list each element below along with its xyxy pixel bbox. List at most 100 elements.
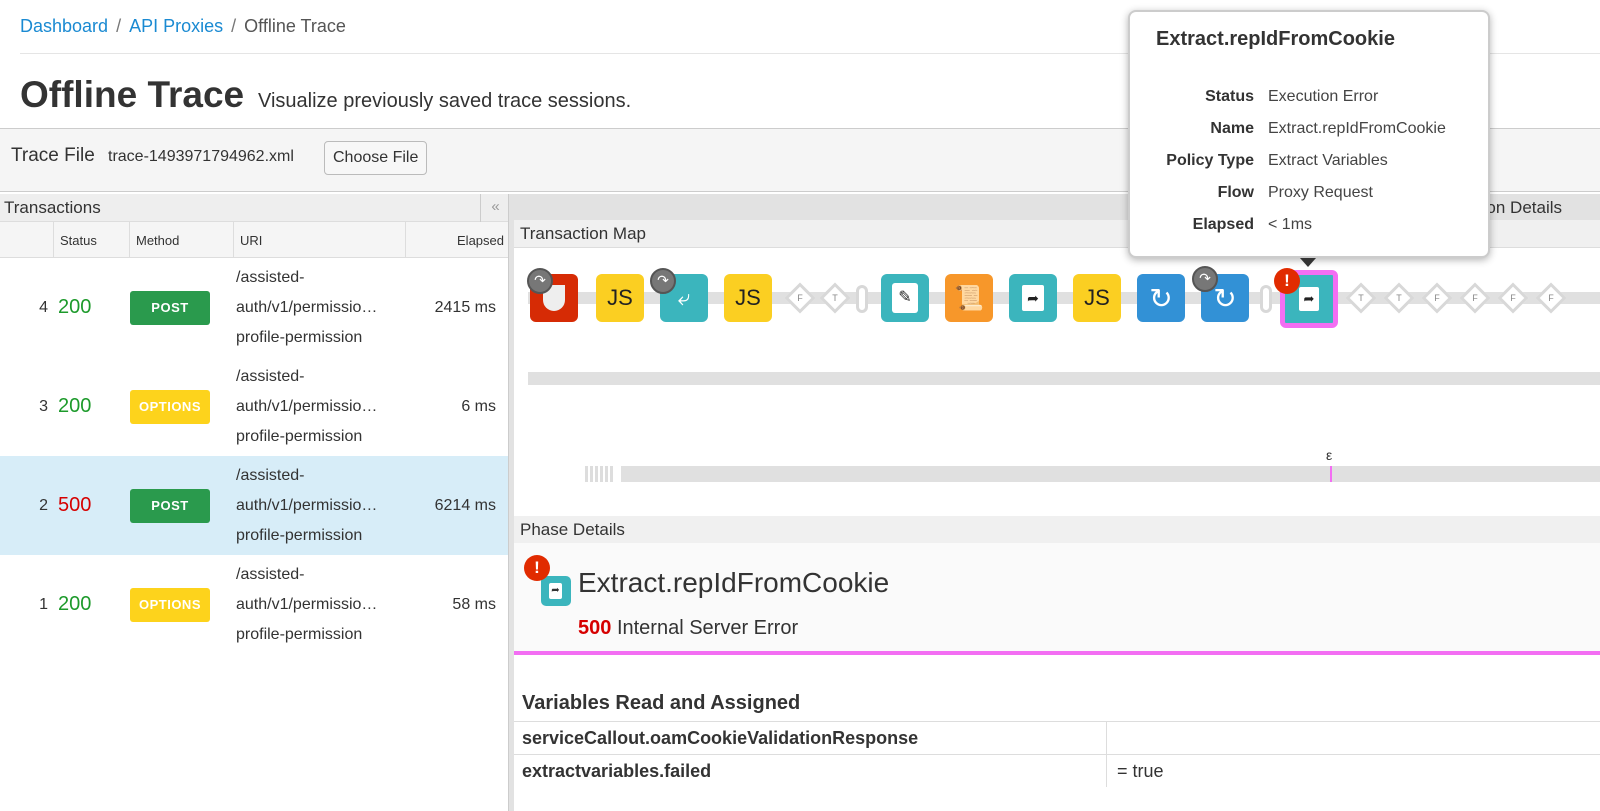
row-number: 3 [39, 397, 48, 415]
javascript-icon[interactable]: JS [724, 274, 772, 322]
tooltip-arrow [1300, 258, 1316, 267]
col-method[interactable]: Method [130, 222, 234, 257]
uri-line: /assisted- [236, 367, 305, 385]
status-code: 200 [58, 395, 92, 417]
flow-separator [1260, 285, 1272, 313]
phase-status-message: Internal Server Error [616, 617, 799, 639]
uri-line: profile-permission [236, 526, 363, 544]
elapsed: 6214 ms [434, 496, 496, 514]
uri-line: auth/v1/permissio… [236, 397, 378, 415]
uri-line: /assisted- [236, 268, 305, 286]
condition-diamond[interactable]: T [1383, 282, 1415, 314]
loop-icon: ↷ [527, 268, 553, 294]
policy-tooltip: Extract.repIdFromCookie Status Execution … [1128, 10, 1490, 258]
condition-diamond[interactable]: T [1345, 282, 1377, 314]
uri-line: /assisted- [236, 466, 305, 484]
variable-name: serviceCallout.oamCookieValidationRespon… [514, 722, 1107, 754]
tooltip-field-label: Name [1210, 120, 1254, 137]
phase-policy-name: Extract.repIdFromCookie [578, 567, 890, 598]
breadcrumb-dashboard[interactable]: Dashboard [20, 16, 109, 36]
uri: /assisted-auth/v1/permissio… profile-perm… [230, 362, 402, 452]
transactions-title: Transactions [4, 198, 101, 217]
tooltip-field-value: Execution Error [1268, 88, 1379, 105]
row-number: 1 [39, 595, 48, 613]
tooltip-field-label: Elapsed [1192, 216, 1254, 233]
condition-diamond[interactable]: F [1459, 282, 1491, 314]
col-status[interactable]: Status [54, 222, 130, 257]
uri-line: profile-permission [236, 427, 363, 445]
timeline-marker [1330, 466, 1332, 482]
panel-splitter[interactable] [508, 194, 514, 811]
elapsed: 2415 ms [434, 298, 496, 316]
table-row: serviceCallout.oamCookieValidationRespon… [514, 721, 1600, 754]
phase-details: ➦ ! Extract.repIdFromCookie 500 Internal… [514, 543, 1600, 655]
transactions-panel: Transactions « Status Method URI Elapsed … [0, 194, 510, 811]
method-badge: OPTIONS [130, 587, 210, 622]
phase-status-code: 500 [578, 617, 612, 639]
condition-diamond[interactable]: T [819, 282, 851, 314]
javascript-icon[interactable]: JS [596, 274, 644, 322]
assign-message-icon[interactable]: ✎ [881, 274, 929, 322]
timeline-ticks [585, 466, 615, 482]
breadcrumb-current: Offline Trace [244, 16, 346, 36]
tooltip-field-label: Status [1205, 88, 1254, 105]
table-row: extractvariables.failed = true [514, 754, 1600, 787]
collapse-icon[interactable]: « [480, 194, 510, 222]
variable-name: extractvariables.failed [514, 755, 1107, 787]
tooltip-field-value: Extract.repIdFromCookie [1268, 120, 1446, 137]
breadcrumb-api-proxies[interactable]: API Proxies [129, 16, 224, 36]
tooltip-field-label: Flow [1217, 184, 1254, 201]
service-callout-icon[interactable]: ↻ [1137, 274, 1185, 322]
page-subtitle: Visualize previously saved trace session… [258, 90, 632, 112]
uri-line: profile-permission [236, 328, 363, 346]
table-row[interactable]: 2 500 POST /assisted-auth/v1/permissio… p… [0, 456, 510, 555]
table-row[interactable]: 4 200 POST /assisted-auth/v1/permissio… p… [0, 258, 510, 357]
uri-line: profile-permission [236, 625, 363, 643]
method-badge: OPTIONS [130, 389, 210, 424]
breadcrumb: Dashboard / API Proxies / Offline Trace [20, 16, 346, 36]
timeline-bar [528, 372, 1600, 385]
status-code: 200 [58, 593, 92, 615]
col-elapsed[interactable]: Elapsed [457, 233, 504, 248]
page-title: Offline Trace [20, 74, 245, 115]
variable-value: = true [1117, 761, 1164, 781]
method-badge: POST [130, 488, 210, 523]
condition-diamond[interactable]: F [1535, 282, 1567, 314]
uri-line: auth/v1/permissio… [236, 496, 378, 514]
status-code: 200 [58, 296, 92, 318]
variables-table: serviceCallout.oamCookieValidationRespon… [514, 721, 1600, 787]
choose-file-button[interactable]: Choose File [324, 141, 428, 175]
scroll-icon[interactable]: 📜 [945, 274, 993, 322]
col-uri[interactable]: URI [234, 222, 406, 257]
javascript-icon[interactable]: JS [1073, 274, 1121, 322]
extract-variables-icon[interactable]: ➦ [1009, 274, 1057, 322]
status-code: 500 [58, 494, 92, 516]
variable-value [1107, 722, 1127, 754]
uri: /assisted-auth/v1/permissio… profile-perm… [230, 263, 402, 353]
row-number: 2 [39, 496, 48, 514]
trace-file-label: Trace File [11, 145, 95, 166]
timeline-bar-2[interactable] [621, 466, 1600, 482]
tooltip-field-value: < 1ms [1268, 216, 1313, 233]
selected-extract-variables-icon[interactable]: ➦ [1280, 270, 1338, 328]
divider [20, 53, 1600, 54]
uri: /assisted-auth/v1/permissio… profile-perm… [230, 560, 402, 650]
loop-icon: ↷ [1192, 266, 1218, 292]
phase-details-header: Phase Details [514, 516, 1600, 544]
condition-diamond[interactable]: F [784, 282, 816, 314]
loop-icon: ↷ [650, 268, 676, 294]
uri-line: auth/v1/permissio… [236, 595, 378, 613]
elapsed: 6 ms [461, 397, 496, 415]
uri-line: /assisted- [236, 565, 305, 583]
table-row[interactable]: 3 200 OPTIONS /assisted-auth/v1/permissi… [0, 357, 510, 456]
trace-file-name: trace-1493971794962.xml [108, 148, 294, 165]
flow-separator [856, 285, 868, 313]
error-icon: ! [1274, 268, 1300, 294]
table-header: Status Method URI Elapsed [0, 222, 510, 258]
table-row[interactable]: 1 200 OPTIONS /assisted-auth/v1/permissi… [0, 555, 510, 654]
condition-diamond[interactable]: F [1497, 282, 1529, 314]
row-number: 4 [39, 298, 48, 316]
condition-diamond[interactable]: F [1421, 282, 1453, 314]
error-icon: ! [524, 555, 550, 581]
variables-title: Variables Read and Assigned [522, 692, 801, 714]
